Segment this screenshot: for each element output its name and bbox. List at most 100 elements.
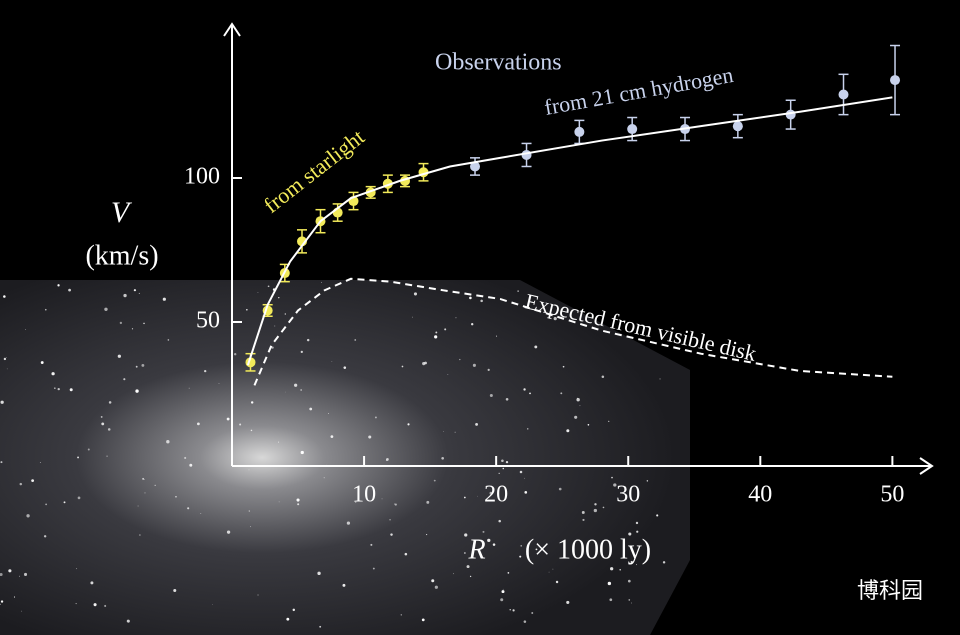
star (25, 329, 26, 330)
x-axis-unit: (× 1000 ly) (525, 534, 651, 565)
star (211, 604, 213, 605)
star (553, 317, 557, 321)
star (173, 589, 177, 593)
star (0, 461, 3, 464)
star (576, 398, 580, 402)
star (574, 415, 578, 419)
star (5, 357, 7, 358)
star (68, 288, 71, 292)
star (502, 588, 504, 590)
star (630, 560, 633, 564)
star (389, 519, 391, 521)
star (469, 296, 472, 300)
star (628, 599, 631, 601)
star (300, 350, 303, 354)
star (328, 413, 329, 414)
star (548, 571, 550, 573)
star (560, 392, 563, 395)
star (257, 291, 259, 293)
star (631, 602, 632, 604)
star (394, 503, 396, 505)
star (608, 420, 610, 423)
star (77, 496, 81, 500)
star (3, 295, 6, 298)
star (400, 614, 403, 616)
data-point (890, 75, 901, 86)
star (431, 579, 435, 583)
star (534, 345, 538, 349)
star (434, 335, 438, 339)
star (492, 543, 496, 546)
star (407, 423, 410, 426)
star (507, 572, 510, 574)
star (139, 534, 141, 536)
star (628, 532, 632, 536)
star (43, 535, 47, 538)
star (87, 448, 90, 451)
star (248, 469, 250, 471)
star (144, 492, 146, 494)
star (331, 360, 333, 362)
star (610, 567, 614, 571)
star (294, 383, 298, 387)
star (76, 568, 78, 570)
star (57, 387, 60, 391)
star (505, 460, 509, 464)
star (143, 479, 145, 480)
star (123, 293, 127, 298)
star (593, 508, 598, 513)
star (107, 428, 111, 431)
x-tick-label: 20 (484, 482, 508, 508)
star (520, 545, 522, 547)
star (509, 609, 511, 611)
star (63, 501, 66, 504)
star (489, 394, 493, 398)
star (619, 568, 621, 571)
data-point (627, 124, 638, 135)
star (524, 491, 528, 494)
star (57, 284, 60, 287)
data-point (470, 161, 481, 172)
star (271, 346, 274, 349)
star (587, 423, 590, 426)
star (54, 387, 56, 389)
star (441, 456, 444, 460)
star (39, 462, 41, 464)
star (475, 422, 478, 426)
star (166, 440, 170, 444)
star (284, 313, 286, 315)
star (51, 372, 55, 376)
star (19, 482, 23, 486)
star (346, 521, 351, 525)
star (471, 323, 474, 326)
y-axis-arrow (223, 22, 241, 37)
y-axis-symbol: V (111, 196, 133, 229)
star (404, 552, 408, 556)
star (6, 368, 8, 370)
star (187, 507, 190, 510)
star (135, 389, 139, 393)
star (498, 519, 501, 523)
star (443, 431, 444, 432)
star (455, 317, 457, 319)
star (512, 609, 515, 612)
star (656, 514, 659, 517)
star (505, 397, 509, 401)
star (300, 450, 304, 455)
star (594, 503, 597, 506)
y-tick-label: 50 (196, 308, 220, 334)
star (500, 598, 504, 602)
star (143, 322, 145, 325)
star (582, 518, 585, 522)
star (435, 331, 438, 334)
watermark: 博科园 (857, 578, 923, 603)
star (463, 496, 466, 499)
star (454, 431, 456, 433)
star (0, 600, 4, 603)
star (524, 477, 525, 479)
star (498, 472, 500, 474)
star (447, 373, 449, 375)
star (477, 495, 478, 497)
star (31, 479, 35, 483)
